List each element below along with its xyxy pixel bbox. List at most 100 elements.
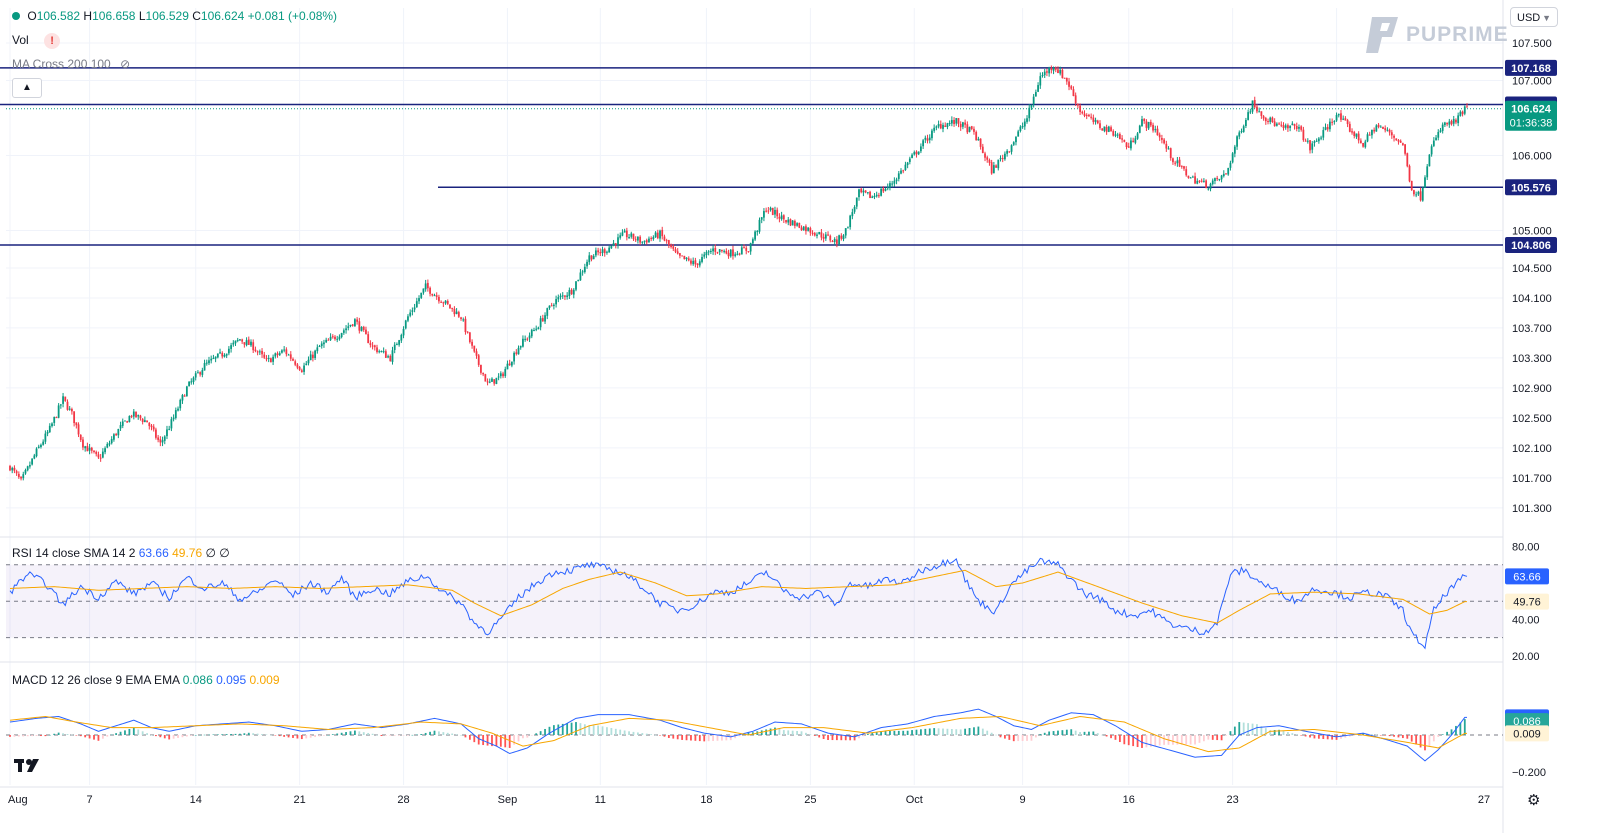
candle-body [1114,134,1117,136]
candle-body [1399,140,1402,143]
collapse-legend-button[interactable]: ▲ [12,78,42,98]
candle-body [959,123,962,128]
time-tick-label: 27 [1478,794,1490,806]
candle-body [1105,127,1108,132]
candle-body [216,353,219,358]
macd-histogram-bar [146,733,148,735]
candle-body [1101,128,1104,131]
candle-body [656,232,659,239]
settings-gear-icon[interactable]: ⚙ [1527,792,1541,809]
macd-histogram-bar [473,735,476,743]
grid-layer [0,0,1504,833]
candle-body [1410,180,1413,190]
candle-body [1026,118,1028,122]
candle-body [824,234,827,239]
time-tick-label: Aug [8,794,28,806]
tradingview-logo-icon[interactable] [14,756,46,780]
candle-body [440,301,443,303]
candle-body [101,451,104,458]
candle-body [763,211,765,218]
candle-body [1125,142,1128,148]
ma-cross-legend[interactable]: MA Cross 200 100 ⊘ [12,57,130,71]
macd-histogram-bar [822,735,825,740]
macd-histogram-bar [1446,731,1449,735]
candle-body [44,433,47,442]
candle-body [1320,137,1322,139]
candle-body [95,451,98,455]
candle-body [1282,125,1285,129]
candle-body [676,251,679,254]
candle-body [738,253,741,255]
candle-body [723,250,726,252]
macd-label: MACD 12 26 close 9 EMA EMA [12,673,180,687]
candle-body [1059,69,1062,74]
candle-body [404,320,407,329]
macd-histogram-bar [805,732,807,735]
candle-body [482,372,485,375]
candle-body [185,386,188,397]
candle-body [842,235,845,240]
macd-histogram-bar [1455,725,1457,735]
warning-icon[interactable]: ! [44,33,61,49]
candle-body [995,165,997,168]
candle-body [1404,144,1406,154]
candle-body [1353,131,1356,137]
candle-body [1421,187,1424,201]
macd-histogram-bar [552,725,555,735]
candle-body [623,230,626,233]
candle-body [446,300,449,304]
candle-body [1083,113,1086,116]
macd-histogram-bar [203,734,206,736]
macd-histogram-bar [1096,733,1099,735]
candle-body [35,448,38,457]
candle-body [866,192,869,194]
candle-body [93,450,95,452]
high-value: 106.658 [92,9,136,23]
macd-histogram-bar [862,735,865,737]
candle-body [877,195,880,197]
eye-hidden-icon[interactable]: ⊘ [120,57,131,71]
candle-body [1074,95,1077,104]
candle-body [51,423,53,427]
macd-histogram-bar [880,731,883,735]
candle-body [365,329,367,335]
candle-body [714,248,717,252]
ohlc-legend: O106.582 H106.658 L106.529 C106.624 +0.0… [12,9,337,23]
candle-body [1351,131,1353,133]
candle-body [486,381,489,383]
volume-legend[interactable]: Vol ! [12,33,61,49]
candle-body [791,220,794,226]
level-tag-label: 105.576 [1511,182,1551,194]
candle-body [466,331,469,333]
close-value: 106.624 [200,9,245,23]
macd-histogram-bar [849,735,852,741]
macd-histogram-bar [234,733,237,735]
candle-body [402,328,405,336]
candle-body [40,444,42,447]
candle-body [997,159,1000,169]
currency-select[interactable]: USD ▼ [1510,7,1558,27]
macd-signal-value: 0.009 [249,673,280,687]
candle-body [1191,176,1194,178]
macd-histogram-bar [1141,735,1143,748]
macd-histogram-bar [999,735,1002,738]
macd-histogram-bar [1198,735,1201,743]
candle-body [183,395,186,397]
candle-body [679,253,681,256]
macd-histogram-bar [17,735,20,737]
macd-histogram-bar [690,735,692,741]
candle-body [975,131,978,141]
macd-histogram-bar [468,735,471,740]
candle-body [22,474,25,479]
candle-body [243,342,246,345]
rsi-line [9,557,1468,650]
candle-body [391,350,394,362]
macd-histogram-bar [1441,734,1444,735]
candle-body [712,248,714,252]
candle-body [393,344,396,351]
open-value: 106.582 [36,9,81,23]
macd-histogram-bar [451,733,454,735]
macd-histogram-bar [1017,735,1020,742]
